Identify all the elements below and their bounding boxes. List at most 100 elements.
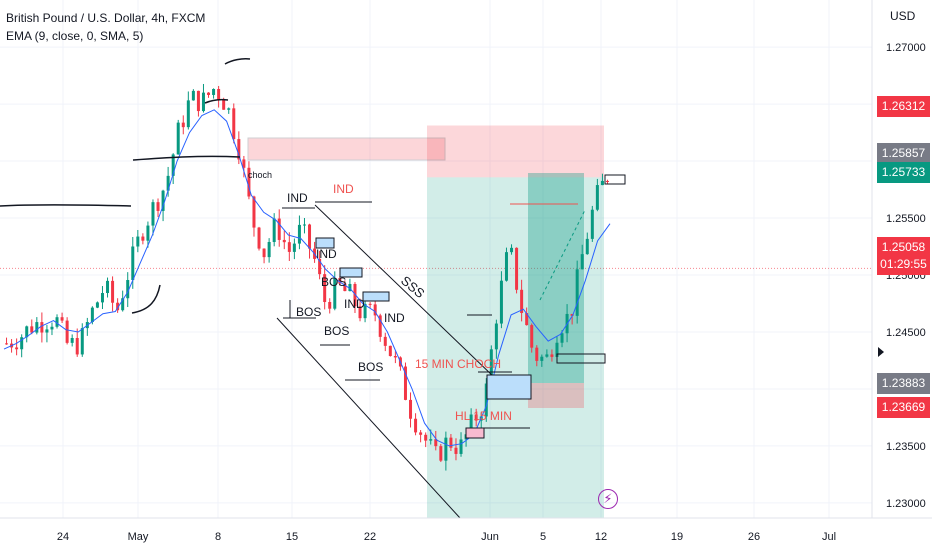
x-tick-label: 19 — [671, 531, 683, 543]
channel-upper — [314, 204, 496, 379]
candle-body — [166, 175, 170, 191]
order-block — [556, 353, 606, 364]
candle-body — [292, 243, 296, 252]
candle-body — [156, 202, 160, 211]
candle-body — [282, 239, 286, 243]
candle-body — [302, 224, 306, 226]
order-block — [362, 291, 390, 302]
candle-body — [575, 269, 579, 316]
candle-body — [141, 236, 145, 241]
lightning-icon[interactable]: ⚡ — [598, 489, 618, 509]
channel-lower — [276, 317, 461, 519]
candle-body — [570, 313, 574, 316]
candle-body — [388, 345, 392, 356]
candle-body — [80, 328, 84, 355]
grid — [0, 0, 872, 518]
x-tick-label: 5 — [540, 531, 546, 543]
candle-body — [383, 336, 387, 346]
order-block — [465, 427, 485, 439]
candle-body — [535, 347, 539, 361]
annotation-label: IND — [333, 182, 354, 196]
candle-body — [30, 326, 34, 333]
candle-body — [323, 274, 327, 303]
order-block — [339, 267, 363, 278]
candle-body — [237, 139, 241, 160]
annotation-label: BOS — [321, 275, 346, 289]
candle-body — [403, 366, 407, 400]
candle-body — [272, 218, 276, 242]
candle-body — [70, 338, 74, 343]
candle-body — [459, 439, 463, 454]
candle-body — [373, 304, 377, 316]
candle-body — [600, 180, 604, 186]
candle-body — [116, 302, 120, 311]
candle-body — [100, 293, 104, 303]
candle-body — [318, 258, 322, 275]
candle-body — [161, 190, 165, 211]
candle-body — [434, 439, 438, 447]
candle-body — [277, 218, 281, 240]
ema-path — [3, 109, 611, 447]
candles — [5, 83, 609, 471]
x-tick-label: 26 — [748, 531, 760, 543]
freehand-line — [224, 58, 251, 65]
candle-body — [343, 283, 347, 292]
order-block — [486, 374, 532, 400]
stop-loss-zone — [427, 125, 604, 178]
candle-body — [5, 343, 9, 345]
candle-body — [469, 414, 473, 435]
freehand-line — [131, 284, 161, 314]
candle-body — [510, 247, 514, 253]
candle-body — [111, 280, 115, 303]
candle-body — [131, 246, 135, 281]
price-tag: 1.25733 — [877, 162, 930, 183]
candle-body — [560, 333, 564, 343]
candle-body — [227, 108, 231, 110]
candle-body — [368, 303, 372, 305]
candle-body — [504, 252, 508, 281]
candle-body — [171, 154, 175, 176]
candle-body — [308, 224, 312, 249]
scroll-right-icon[interactable] — [878, 347, 884, 357]
symbol-title: British Pound / U.S. Dollar, 4h, FXCM — [6, 11, 206, 25]
candle-body — [328, 302, 332, 309]
chart-legend: British Pound / U.S. Dollar, 4h, FXCM EM… — [6, 9, 205, 45]
candle-body — [247, 167, 251, 197]
candle-body — [201, 92, 205, 112]
x-tick-label: 8 — [215, 531, 221, 543]
candle-body — [474, 414, 478, 421]
time-axis: 24 May 8 15 22 Jun 5 12 19 26 Jul — [0, 517, 932, 543]
candle-body — [212, 89, 216, 95]
candle-body — [409, 399, 413, 419]
annotation-label: IND — [384, 311, 405, 325]
annotation-label: IND — [344, 297, 365, 311]
candle-body — [515, 247, 519, 290]
candle-body — [348, 283, 352, 292]
candle-body — [595, 185, 599, 210]
candle-body — [232, 108, 236, 140]
candle-body — [297, 224, 301, 244]
candle-body — [363, 303, 367, 319]
dashed-projection — [539, 209, 586, 301]
inner-loss-zone — [528, 383, 584, 408]
candle-body — [393, 355, 397, 358]
candle-body — [181, 122, 185, 128]
annotation-label: choch — [248, 170, 272, 180]
price-tag: 1.25857 — [877, 143, 930, 164]
y-tick-label: 1.24500 — [886, 327, 926, 339]
candle-body — [15, 347, 19, 350]
candle-body — [146, 225, 150, 241]
candle-body — [242, 159, 246, 168]
candle-body — [40, 322, 44, 333]
candle-body — [136, 236, 140, 247]
x-tick-label: May — [128, 531, 149, 543]
candle-body — [75, 338, 79, 355]
candle-body — [95, 302, 99, 308]
candle-body — [525, 313, 529, 326]
candle-body — [121, 298, 125, 311]
candle-body — [499, 280, 503, 324]
annotation-label: IND — [316, 247, 337, 261]
candle-body — [186, 100, 190, 128]
